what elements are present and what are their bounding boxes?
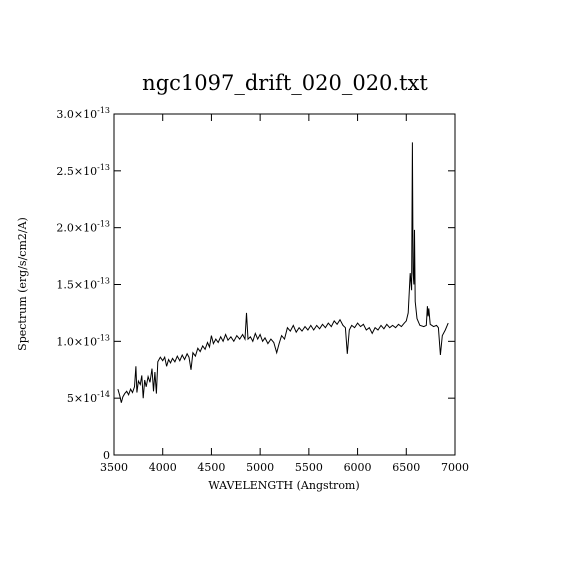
x-axis-label: WAVELENGTH (Angstrom) [208,479,359,492]
y-tick-label: 0 [103,449,110,462]
chart-title: ngc1097_drift_020_020.txt [142,71,428,95]
x-tick-label: 4500 [197,461,225,474]
y-axis-label: Spectrum (erg/s/cm2/A) [16,217,29,351]
x-tick-label: 6000 [344,461,372,474]
x-tick-label: 6500 [392,461,420,474]
y-tick-label: 1.5×10-13 [56,277,110,292]
y-tick-label: 1.0×10-13 [56,333,110,348]
x-tick-label: 5000 [246,461,274,474]
y-tick-label: 3.0×10-13 [56,106,110,121]
y-tick-labels: 0 5×10-14 1.0×10-13 1.5×10-13 2.0×10-13 2.5×1… [56,106,110,462]
spectrum-series-line [117,142,449,403]
x-tick-label: 3500 [100,461,128,474]
x-tick-label: 4000 [149,461,177,474]
y-tick-label: 5×10-14 [67,390,110,405]
x-tick-label: 7000 [441,461,469,474]
axis-ticks [113,113,456,456]
x-tick-labels: 3500 4000 4500 5000 5500 6000 6500 7000 [100,461,469,474]
y-tick-label: 2.0×10-13 [56,220,110,235]
y-tick-label: 2.5×10-13 [56,163,110,178]
x-tick-label: 5500 [295,461,323,474]
plot-frame [113,113,456,456]
